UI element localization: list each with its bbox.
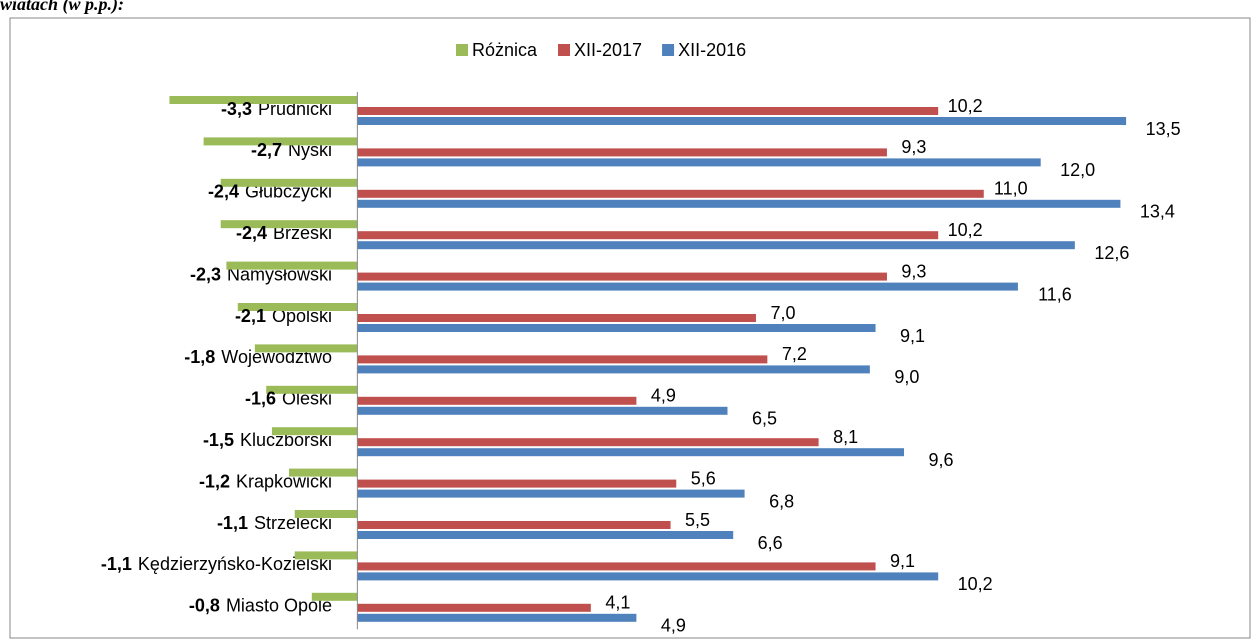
category-label: Kędzierzyńsko-Kozielski — [138, 554, 332, 574]
bar — [357, 603, 591, 612]
bar — [357, 324, 876, 332]
value-label: 7,0 — [770, 303, 795, 323]
bar — [357, 272, 887, 281]
legend-label: Różnica — [472, 40, 538, 60]
value-label: -2,1 — [235, 306, 266, 326]
bar — [357, 479, 677, 488]
value-label: 11,0 — [994, 179, 1028, 199]
chart-border — [9, 17, 1251, 639]
value-label: -2,3 — [190, 264, 221, 284]
bar — [357, 438, 819, 447]
bar — [357, 241, 1075, 250]
bar — [357, 282, 1018, 291]
bar — [357, 562, 876, 571]
bar — [226, 261, 358, 270]
bar — [357, 199, 1121, 208]
bar — [357, 489, 745, 498]
value-label: -3,3 — [221, 99, 252, 119]
value-label: -1,6 — [245, 389, 276, 409]
category-label: Miasto Opole — [226, 596, 332, 616]
bar — [169, 96, 358, 104]
value-label: -2,7 — [251, 140, 282, 160]
value-label: 12,0 — [1060, 160, 1095, 180]
value-label: 4,1 — [605, 593, 630, 613]
bar — [357, 406, 728, 415]
value-label: 5,6 — [691, 468, 716, 488]
value-label: 11,6 — [1038, 284, 1072, 304]
bar — [237, 303, 358, 311]
value-label: 5,5 — [685, 510, 710, 530]
value-label: -1,2 — [199, 471, 230, 491]
bar — [357, 231, 939, 240]
bar — [357, 314, 756, 322]
bar — [311, 592, 358, 601]
bar — [266, 385, 358, 394]
bar — [357, 148, 887, 157]
value-label: 4,9 — [651, 386, 676, 406]
bar — [220, 220, 358, 229]
value-label: -1,1 — [217, 513, 248, 533]
bar — [357, 158, 1041, 167]
value-label: -2,4 — [208, 182, 239, 202]
value-label: 10,2 — [958, 574, 993, 594]
value-label: 12,6 — [1094, 243, 1129, 263]
value-label: 9,1 — [890, 551, 915, 571]
bar — [203, 137, 358, 146]
value-label: 6,5 — [752, 409, 777, 429]
legend-swatch — [662, 44, 675, 56]
value-label: -1,1 — [101, 554, 132, 574]
value-label: 9,3 — [901, 261, 926, 281]
value-label: 4,9 — [661, 616, 686, 636]
bar — [357, 448, 905, 457]
bar — [357, 365, 870, 374]
value-label: 9,3 — [901, 137, 926, 157]
bar — [357, 613, 637, 622]
caption: wiatach (w p.p.): — [0, 0, 124, 15]
value-label: 9,0 — [894, 367, 919, 387]
bar — [294, 510, 358, 518]
value-label: 6,8 — [769, 491, 794, 511]
value-label: 7,2 — [782, 344, 807, 364]
value-label: 8,1 — [833, 427, 858, 447]
bar — [357, 355, 768, 364]
legend-label: XII-2017 — [574, 40, 642, 60]
legend-label: XII-2016 — [678, 40, 746, 60]
bar — [254, 344, 358, 353]
value-label: -1,5 — [203, 430, 234, 450]
value-label: 10,2 — [948, 220, 983, 240]
legend-swatch — [456, 44, 468, 56]
value-label: 9,6 — [929, 450, 954, 470]
value-label: 13,4 — [1140, 202, 1175, 222]
bar — [357, 521, 671, 529]
bar — [357, 396, 637, 405]
bar — [357, 531, 734, 539]
bar — [271, 427, 358, 436]
value-label: -2,4 — [236, 223, 267, 243]
bar — [220, 178, 358, 187]
value-label: 9,1 — [900, 326, 925, 346]
bar — [357, 189, 984, 198]
bar — [294, 551, 358, 560]
bar — [289, 468, 358, 477]
bar — [357, 107, 939, 115]
legend-swatch — [558, 44, 571, 56]
value-label: 6,6 — [758, 533, 783, 553]
value-label: 13,5 — [1146, 119, 1181, 139]
bar — [357, 572, 939, 581]
value-label: 10,2 — [948, 96, 983, 116]
value-label: -0,8 — [189, 596, 220, 616]
value-label: -1,8 — [184, 347, 215, 367]
bar — [357, 117, 1127, 125]
